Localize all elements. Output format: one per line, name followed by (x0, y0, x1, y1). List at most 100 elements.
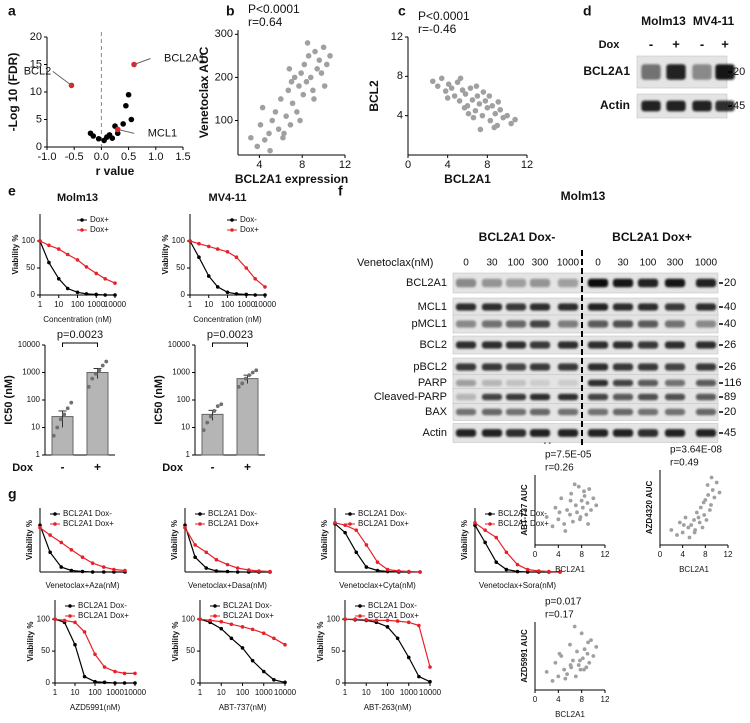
point (198, 617, 202, 621)
bar (86, 372, 109, 456)
x-tick-label: 10 (71, 688, 80, 697)
point (102, 680, 107, 685)
marker-label: 26 (724, 339, 736, 351)
point (417, 623, 421, 628)
point (557, 510, 562, 515)
band (695, 379, 717, 387)
row-label: pBCL2 (413, 361, 447, 373)
band (505, 408, 527, 416)
marker-label: 40 (724, 318, 736, 330)
point (93, 371, 98, 376)
point (559, 496, 564, 501)
point (395, 636, 400, 641)
band (695, 278, 717, 288)
legend-label: BCL2A1 Dox- (78, 601, 127, 610)
band (557, 278, 579, 288)
point (307, 74, 314, 81)
panel-letter: e (8, 183, 16, 199)
point (250, 658, 255, 663)
band (664, 408, 686, 416)
point (318, 70, 325, 76)
band (587, 393, 609, 401)
band (455, 303, 477, 311)
point (707, 508, 712, 512)
band (529, 320, 551, 328)
marker-label: 40 (724, 301, 736, 313)
y-tick-label: 300 (215, 28, 233, 40)
point (298, 70, 304, 76)
point (489, 103, 496, 109)
legend-marker (488, 512, 492, 516)
point (591, 654, 596, 658)
x-axis-label: AZD5991(nM) (70, 703, 121, 712)
point (206, 274, 211, 278)
legend-marker (488, 522, 492, 526)
legend-marker (213, 604, 217, 608)
x-axis-label: BCL2A1 (555, 565, 585, 574)
point (553, 505, 558, 510)
point (585, 651, 590, 656)
band (587, 341, 609, 349)
point (550, 679, 555, 683)
point (571, 519, 575, 524)
x-axis-label: BCL2A1 (555, 710, 585, 719)
marker-label: 26 (724, 361, 736, 373)
point (215, 404, 220, 409)
point (73, 620, 77, 625)
y-axis-label: BCL2 (367, 80, 381, 112)
point (261, 137, 268, 143)
point (573, 674, 578, 679)
point (692, 530, 697, 535)
band (695, 341, 717, 349)
band (455, 341, 477, 349)
annotation: r=0.49 (670, 458, 699, 469)
point (504, 112, 510, 119)
x-tick-label: 4 (256, 159, 262, 171)
point (364, 543, 369, 547)
point (56, 247, 61, 251)
y-tick-label: 10 (181, 423, 190, 432)
row-label: BCL2A1 (583, 64, 630, 78)
x-axis-label: BCL2A1 expression (235, 172, 348, 186)
band (612, 320, 634, 328)
x-axis-label: Venetoclax+Cyta(nM) (339, 581, 416, 590)
band (612, 341, 634, 349)
x-tick-label: 1 (343, 688, 348, 697)
point (563, 676, 568, 681)
row-label: pMCL1 (412, 318, 447, 330)
x-tick-label: 100 (71, 300, 85, 309)
point (497, 106, 504, 113)
point (579, 631, 584, 636)
band (557, 379, 579, 387)
point (240, 625, 245, 629)
lane-label: 100 (508, 258, 525, 269)
chart-title: Molm13 (57, 192, 98, 204)
point (109, 135, 116, 141)
band (557, 393, 579, 401)
band (481, 408, 503, 416)
y-tick-label: 15 (30, 58, 42, 70)
p-value: p=0.0023 (207, 329, 253, 341)
x-tick-label: 12 (601, 550, 610, 559)
point (406, 655, 411, 660)
point (59, 540, 64, 545)
point (53, 617, 57, 621)
band (481, 303, 503, 311)
band (641, 64, 661, 80)
point-label: BCL2A1 (164, 52, 205, 64)
legend-marker (198, 522, 202, 526)
point (236, 384, 241, 389)
point (253, 277, 257, 281)
point (556, 517, 561, 522)
x-axis-label: r value (96, 164, 135, 178)
band (455, 408, 477, 416)
y-tick-label: 0 (181, 290, 186, 299)
x-tick-label: 1.5 (175, 151, 190, 163)
band (641, 100, 661, 112)
band (481, 341, 503, 349)
marker-label: 20 (733, 66, 745, 78)
point (122, 671, 127, 676)
y-axis-label: -Log 10 (FDR) (6, 53, 20, 132)
legend-marker (68, 614, 72, 618)
point-label: MCL1 (148, 127, 177, 139)
